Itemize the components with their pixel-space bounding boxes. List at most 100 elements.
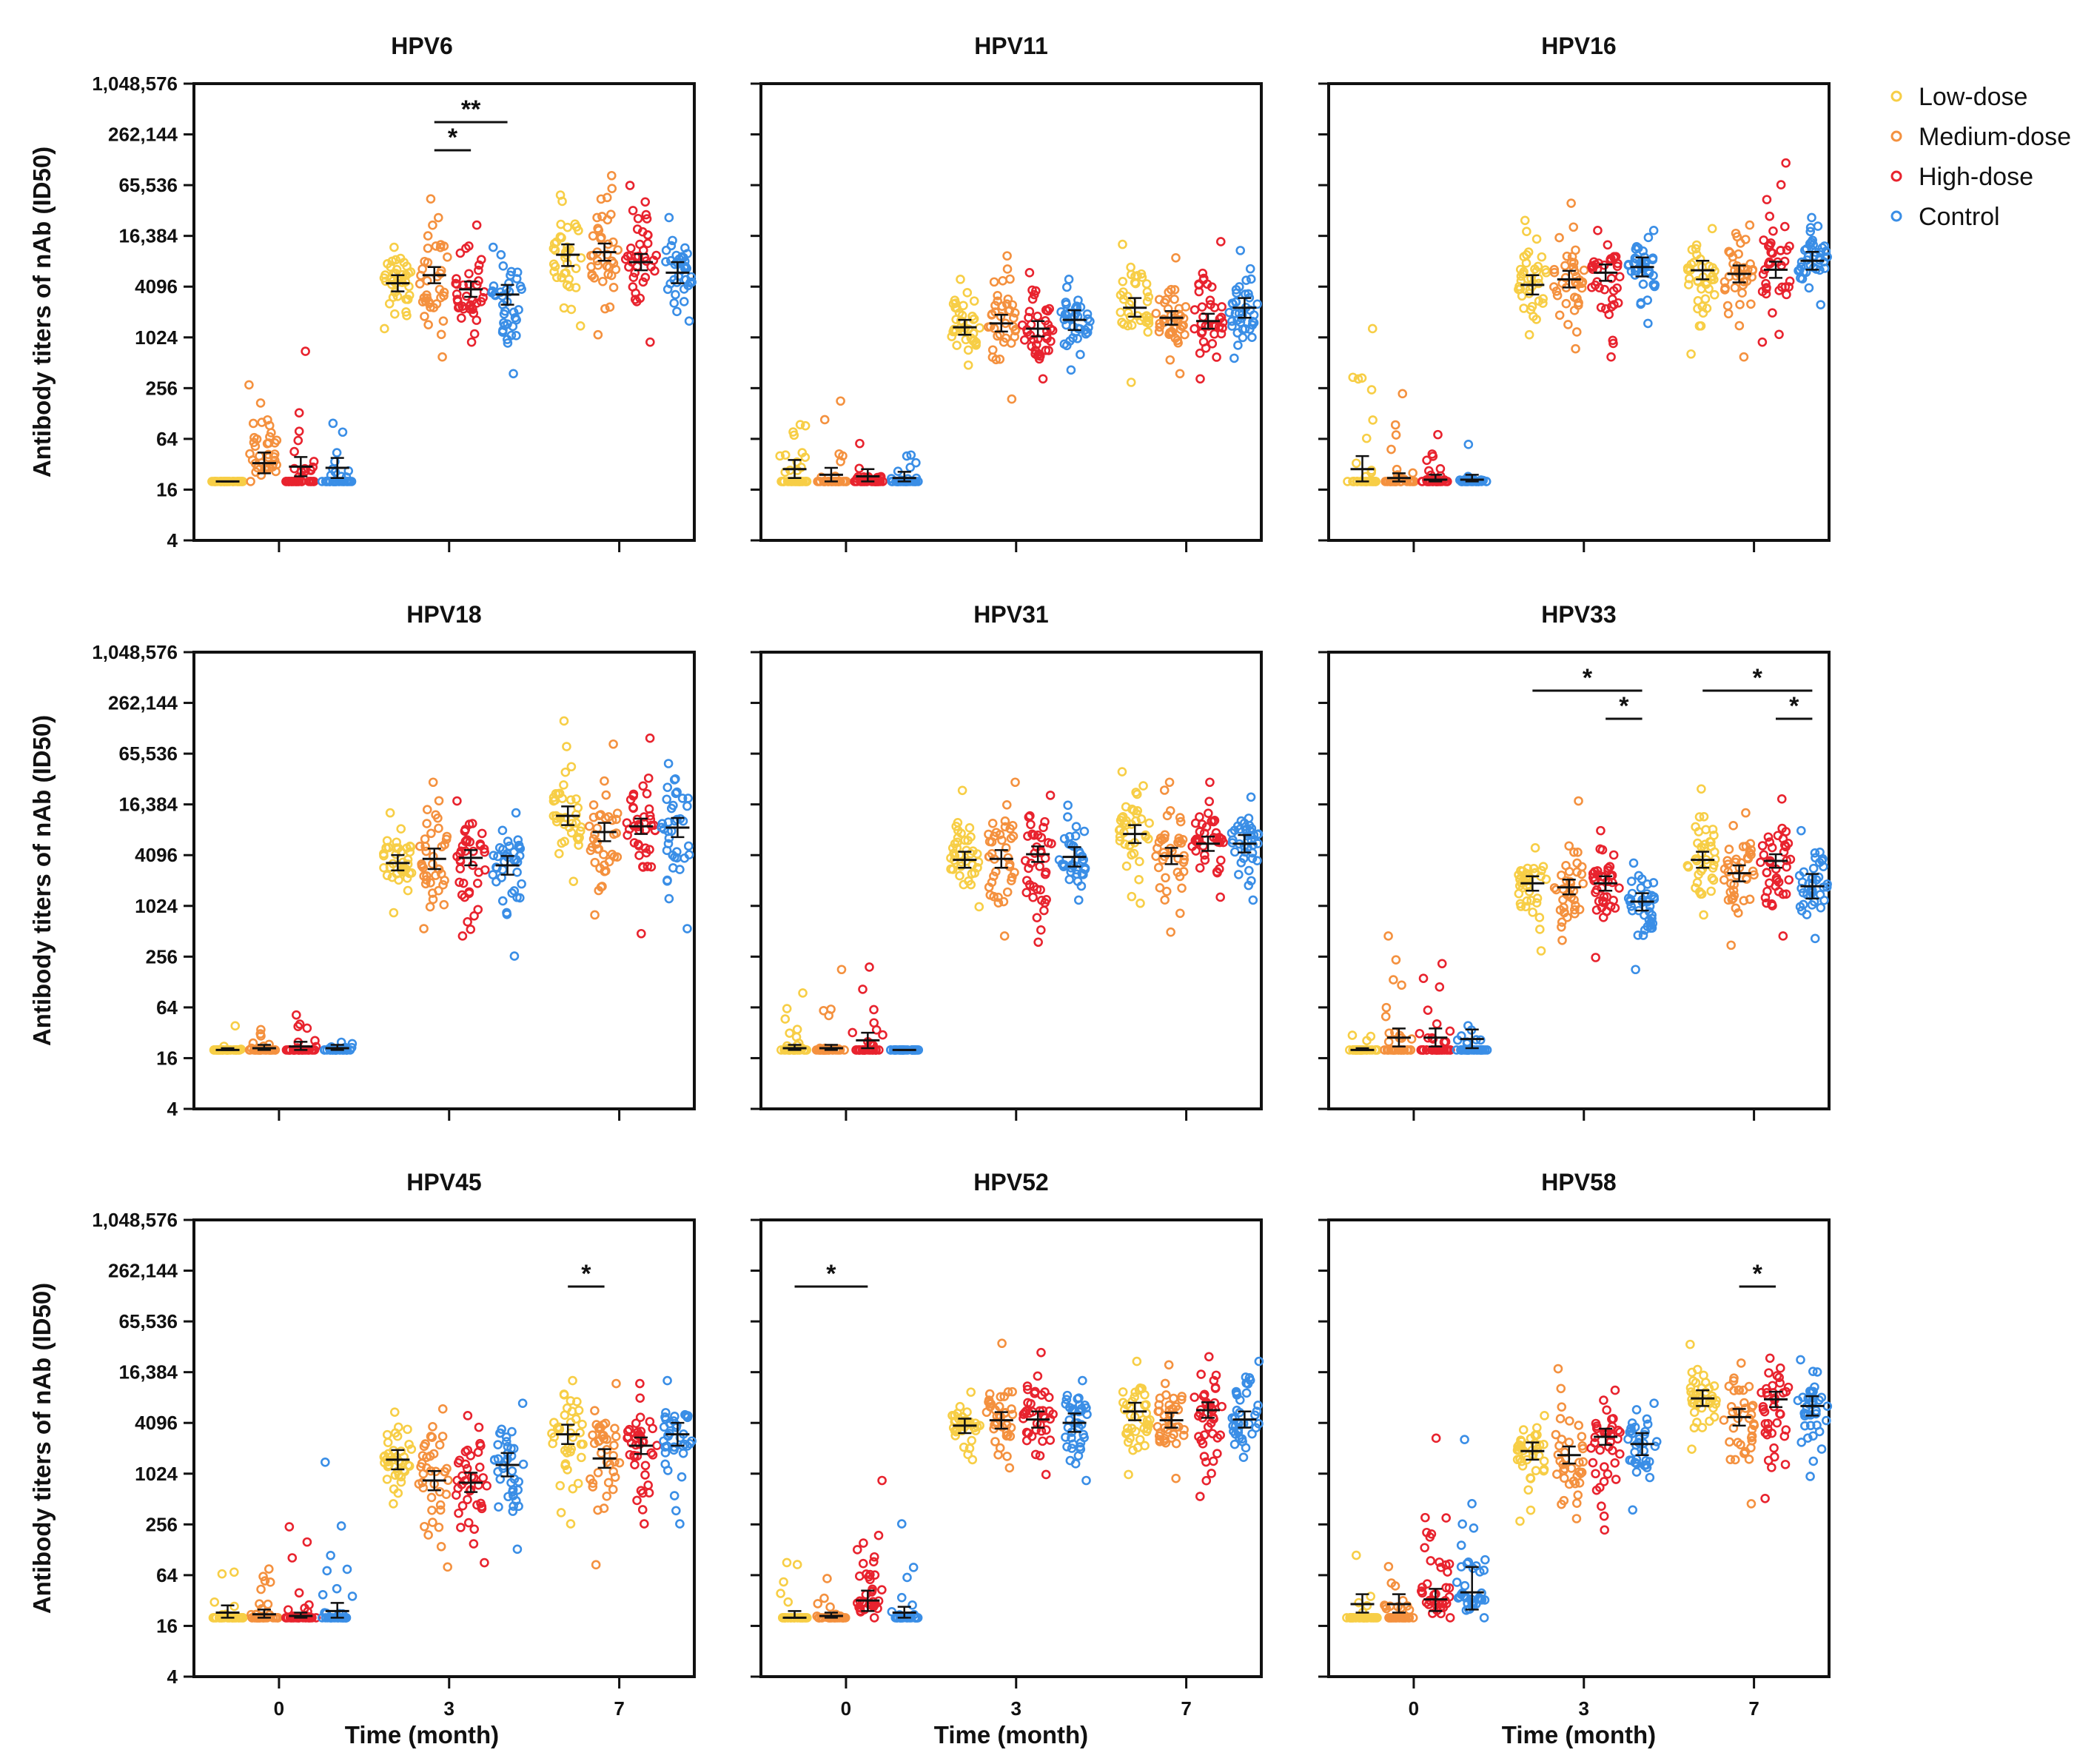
- data-point: [1209, 1375, 1219, 1386]
- data-point: [573, 803, 583, 813]
- data-point: [301, 346, 310, 356]
- data-point: [1631, 1467, 1642, 1477]
- data-point: [1739, 896, 1749, 906]
- data-point: [584, 821, 594, 831]
- data-point: [1196, 1369, 1206, 1379]
- data-point: [480, 847, 489, 857]
- data-point: [1549, 267, 1560, 278]
- data-point: [605, 302, 615, 312]
- data-point: [1741, 808, 1751, 818]
- data-point: [896, 1592, 907, 1603]
- data-point: [1765, 1353, 1775, 1364]
- data-point: [548, 796, 559, 806]
- data-point: [1142, 1419, 1152, 1429]
- significance-label: *: [1753, 664, 1763, 692]
- data-point: [1586, 1443, 1596, 1453]
- y-tick-label: 256: [146, 945, 178, 967]
- y-tick-label: 64: [156, 428, 178, 450]
- data-point: [632, 1495, 642, 1506]
- data-point: [575, 1428, 585, 1438]
- data-point: [1061, 1395, 1072, 1404]
- data-point: [1126, 262, 1135, 272]
- data-point: [1235, 824, 1245, 834]
- data-point: [564, 274, 574, 284]
- data-point: [1211, 1370, 1221, 1381]
- data-point: [623, 1426, 633, 1436]
- data-point: [1175, 836, 1185, 846]
- data-point: [1746, 1443, 1756, 1453]
- data-point: [1728, 893, 1738, 904]
- data-point: [592, 837, 602, 848]
- data-point: [1526, 1473, 1535, 1483]
- data-point: [1078, 1375, 1087, 1386]
- data-point: [984, 882, 994, 892]
- data-point: [1035, 862, 1044, 871]
- y-tick-label: 16,384: [118, 225, 178, 247]
- data-point: [659, 1436, 668, 1446]
- data-point: [1169, 1429, 1178, 1440]
- data-point: [472, 220, 482, 230]
- data-point: [1143, 327, 1153, 337]
- data-point: [1806, 237, 1816, 247]
- data-point: [1232, 328, 1243, 338]
- data-point: [972, 849, 982, 859]
- data-point: [1628, 1505, 1638, 1515]
- data-point: [1436, 1609, 1446, 1619]
- data-point: [684, 850, 694, 860]
- data-point: [1218, 318, 1228, 327]
- data-point: [1153, 862, 1164, 873]
- data-point: [1164, 1421, 1175, 1431]
- data-point: [1024, 268, 1035, 278]
- data-point: [464, 269, 474, 279]
- data-point: [1460, 1435, 1469, 1444]
- data-point: [321, 1458, 330, 1467]
- data-point: [1568, 222, 1579, 232]
- data-point: [1723, 309, 1734, 319]
- data-point: [467, 819, 477, 828]
- data-point: [1762, 1429, 1772, 1440]
- data-point: [463, 1411, 473, 1421]
- data-point: [1417, 1583, 1427, 1592]
- data-point: [1757, 337, 1768, 347]
- data-point: [1807, 212, 1816, 223]
- data-point: [1738, 280, 1748, 290]
- data-point: [263, 1599, 273, 1609]
- data-point: [679, 297, 689, 306]
- data-point: [495, 1428, 505, 1438]
- data-point: [652, 1441, 662, 1450]
- data-point: [1010, 868, 1019, 877]
- data-point: [383, 1438, 393, 1448]
- data-point: [487, 286, 497, 296]
- data-point: [957, 1426, 967, 1435]
- data-point: [1002, 264, 1013, 274]
- data-point: [1076, 1438, 1086, 1448]
- data-point: [1460, 1580, 1470, 1591]
- data-point: [609, 852, 620, 862]
- data-point: [1816, 300, 1826, 309]
- data-point: [606, 270, 617, 281]
- data-point: [1610, 1385, 1620, 1395]
- data-point: [1217, 1401, 1227, 1412]
- data-point: [1243, 1379, 1253, 1389]
- data-point: [633, 213, 643, 224]
- data-point: [1386, 444, 1396, 455]
- data-point: [1195, 1492, 1205, 1501]
- data-point: [1248, 316, 1258, 326]
- data-point: [1633, 930, 1643, 940]
- data-point: [611, 1432, 621, 1441]
- data-point: [1134, 875, 1144, 885]
- data-point: [1774, 1372, 1784, 1383]
- data-point: [419, 871, 429, 881]
- data-point: [640, 272, 651, 283]
- data-point: [403, 885, 413, 896]
- data-point: [995, 830, 1005, 839]
- data-point: [1734, 321, 1745, 331]
- data-point: [642, 862, 653, 871]
- data-point: [1684, 274, 1694, 284]
- data-point: [1604, 309, 1614, 320]
- data-point: [825, 1602, 835, 1612]
- data-point: [1599, 1395, 1608, 1405]
- chart-panel-hpv16: HPV16: [1318, 33, 1832, 552]
- data-point: [1201, 1475, 1212, 1486]
- data-point: [1457, 1519, 1467, 1529]
